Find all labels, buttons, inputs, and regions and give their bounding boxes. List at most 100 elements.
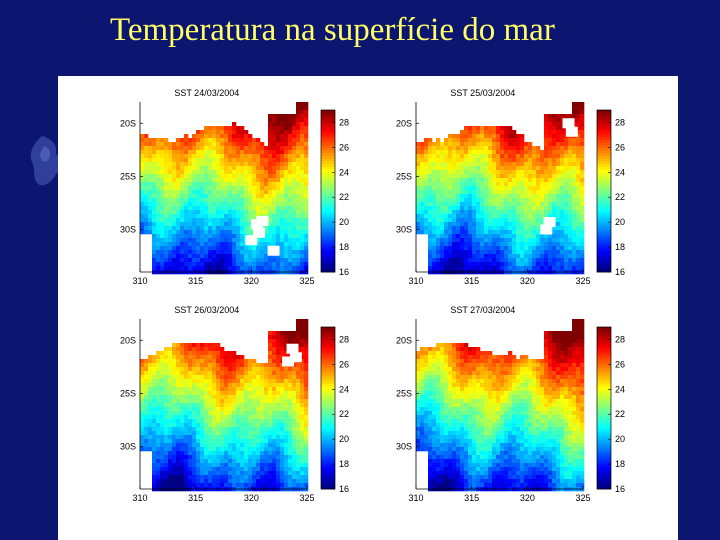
sst-cell: [168, 150, 173, 155]
sst-cell: [144, 186, 149, 191]
sst-cell: [528, 186, 533, 191]
sst-cell: [220, 347, 225, 352]
sst-cell: [260, 363, 265, 368]
sst-cell: [520, 234, 525, 239]
sst-cell: [556, 266, 561, 271]
sst-cell: [504, 158, 509, 163]
sst-cell: [300, 138, 305, 143]
sst-cell: [488, 186, 493, 191]
sst-cell: [204, 343, 209, 348]
x-tick-label: 325: [299, 276, 314, 286]
sst-cell: [548, 170, 553, 175]
sst-cell: [208, 214, 213, 219]
sst-cell: [456, 242, 461, 247]
sst-cell: [488, 222, 493, 227]
sst-cell: [476, 154, 481, 159]
sst-cell: [272, 150, 277, 155]
sst-cell: [260, 266, 265, 271]
sst-cell: [172, 379, 177, 384]
sst-cell: [512, 138, 517, 143]
sst-cell: [528, 222, 533, 227]
sst-cell: [552, 347, 557, 352]
sst-cell: [516, 174, 521, 179]
sst-cell: [240, 182, 245, 187]
sst-cell: [256, 178, 261, 183]
sst-cell: [296, 375, 301, 380]
sst-cell: [200, 154, 205, 159]
sst-cell: [240, 371, 245, 376]
sst-cell: [516, 234, 521, 239]
sst-cell: [300, 158, 305, 163]
sst-cell: [520, 359, 525, 364]
sst-cell: [288, 375, 293, 380]
sst-cell: [296, 367, 301, 372]
sst-cell: [528, 266, 533, 271]
sst-cell: [536, 206, 541, 211]
sst-cell: [416, 166, 421, 171]
sst-cell: [468, 154, 473, 159]
sst-cell: [164, 186, 169, 191]
sst-cell: [160, 190, 165, 195]
sst-cell: [216, 347, 221, 352]
sst-cell: [292, 174, 297, 179]
sst-cell: [488, 150, 493, 155]
sst-cell: [256, 471, 261, 476]
sst-cell: [488, 246, 493, 251]
sst-cell: [528, 250, 533, 255]
sst-cell: [208, 463, 213, 468]
sst-cell: [304, 246, 309, 251]
sst-cell: [152, 154, 157, 159]
sst-cell: [176, 170, 181, 175]
sst-cell: [460, 214, 465, 219]
sst-cell: [516, 246, 521, 251]
sst-cell: [260, 483, 265, 488]
sst-cell: [268, 395, 273, 400]
sst-cell: [240, 170, 245, 175]
sst-cell: [268, 383, 273, 388]
sst-cell: [496, 186, 501, 191]
sst-cell: [576, 154, 581, 159]
sst-cell: [204, 126, 209, 131]
sst-cell: [164, 471, 169, 476]
sst-cell: [160, 214, 165, 219]
colorbar-band: [597, 209, 611, 213]
sst-cell: [292, 178, 297, 183]
sst-cell: [424, 359, 429, 364]
sst-cell: [304, 323, 309, 328]
colorbar-band: [597, 191, 611, 195]
sst-cell: [244, 186, 249, 191]
sst-cell: [256, 254, 261, 259]
sst-cell: [304, 126, 309, 131]
sst-cell: [256, 379, 261, 384]
sst-cell: [156, 403, 161, 408]
sst-cell: [268, 399, 273, 404]
sst-cell: [244, 407, 249, 412]
sst-cell: [548, 355, 553, 360]
sst-cell: [520, 262, 525, 267]
sst-cell: [144, 407, 149, 412]
sst-cell: [160, 230, 165, 235]
sst-cell: [176, 475, 181, 480]
sst-cell: [232, 443, 237, 448]
sst-cell: [572, 262, 577, 267]
sst-cell: [268, 262, 273, 267]
sst-cell: [216, 439, 221, 444]
sst-cell: [208, 254, 213, 259]
sst-cell: [216, 419, 221, 424]
sst-cell: [220, 379, 225, 384]
sst-cell: [304, 234, 309, 239]
sst-cell: [204, 483, 209, 488]
sst-cell: [296, 254, 301, 259]
sst-cell: [192, 359, 197, 364]
sst-cell: [272, 114, 277, 119]
sst-cell: [256, 427, 261, 432]
sst-cell: [152, 214, 157, 219]
sst-cell: [436, 351, 441, 356]
sst-cell: [204, 411, 209, 416]
sst-cell: [492, 150, 497, 155]
sst-cell: [436, 359, 441, 364]
sst-cell: [272, 411, 277, 416]
sst-cell: [496, 162, 501, 167]
sst-cell: [420, 210, 425, 215]
